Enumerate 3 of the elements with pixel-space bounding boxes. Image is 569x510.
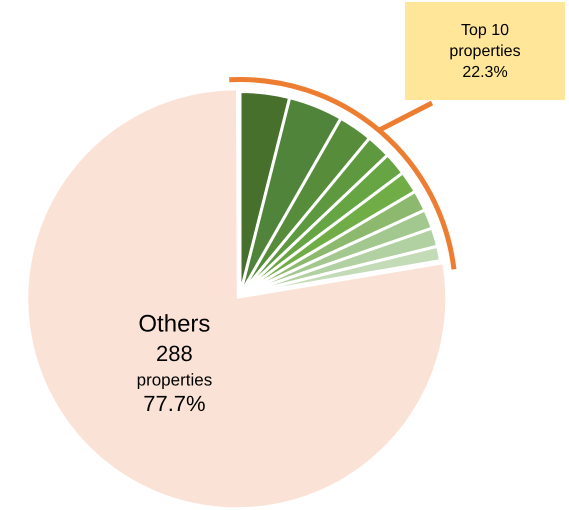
text: Top 10 properties 22.3%	[405, 2, 565, 100]
slice-label: Others	[138, 310, 210, 338]
data-label: 288 properties 77.7%	[136, 340, 212, 416]
